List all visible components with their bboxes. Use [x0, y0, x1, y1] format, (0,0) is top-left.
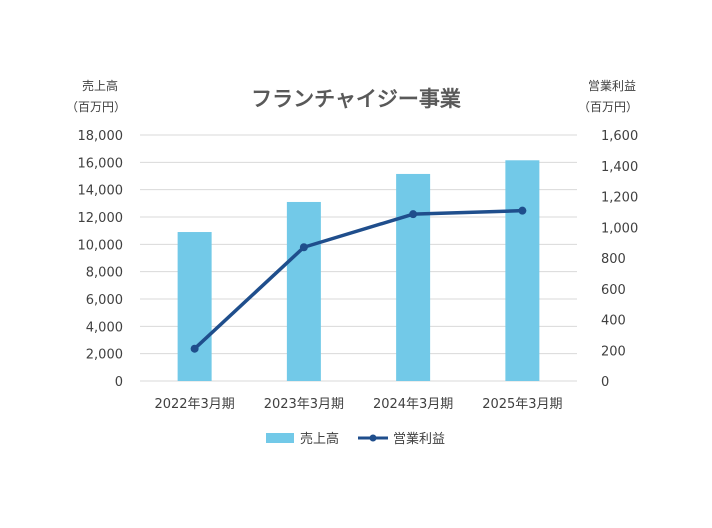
line-series	[190, 206, 527, 353]
right-axis-title-line2: （百万円）	[578, 100, 638, 114]
right-tick-label: 1,000	[601, 221, 638, 236]
line-point	[409, 210, 418, 219]
legend-swatch-marker	[369, 434, 377, 442]
bar	[286, 201, 321, 381]
bar	[396, 173, 431, 381]
right-tick-label: 600	[601, 283, 626, 298]
legend: 売上高 営業利益	[266, 431, 445, 447]
right-tick-label: 1,600	[601, 129, 638, 144]
right-tick-label: 800	[601, 252, 626, 267]
left-axis-title-line2: （百万円）	[66, 100, 126, 114]
legend-label-bar: 売上高	[300, 431, 339, 447]
left-tick-label: 10,000	[78, 238, 124, 253]
left-tick-label: 18,000	[78, 129, 124, 144]
left-axis-title-line1: 売上高	[82, 78, 118, 93]
x-tick-label: 2025年3月期	[482, 397, 562, 412]
right-tick-label: 400	[601, 314, 626, 329]
line-point	[518, 206, 527, 215]
left-tick-label: 14,000	[78, 184, 124, 199]
left-tick-label: 0	[115, 375, 123, 390]
left-tick-label: 6,000	[86, 293, 123, 308]
gridlines	[140, 134, 577, 382]
left-tick-label: 4,000	[86, 320, 123, 335]
right-tick-label: 0	[601, 375, 609, 390]
x-tick-label: 2024年3月期	[373, 397, 453, 412]
x-tick-label: 2023年3月期	[264, 397, 344, 412]
x-axis-labels: 2022年3月期 2023年3月期 2024年3月期 2025年3月期	[154, 397, 562, 412]
right-tick-label: 200	[601, 344, 626, 359]
line-point	[190, 344, 199, 353]
bar	[177, 232, 212, 381]
bar	[505, 160, 540, 381]
left-tick-label: 12,000	[78, 211, 124, 226]
bar-series	[177, 160, 540, 381]
chart-title: フランチャイジー事業	[251, 87, 462, 111]
right-tick-label: 1,400	[601, 160, 638, 175]
line-point	[299, 243, 308, 252]
legend-label-line: 営業利益	[393, 431, 445, 447]
left-tick-label: 2,000	[86, 348, 123, 363]
x-tick-label: 2022年3月期	[154, 397, 234, 412]
left-axis-ticks: 0 2,000 4,000 6,000 8,000 10,000 12,000 14,000 1…	[78, 129, 124, 390]
right-axis-ticks: 0 200 400 600 800 1,000 1,200 1,400 1,600	[601, 129, 638, 390]
left-tick-label: 16,000	[78, 156, 124, 171]
right-axis-title-line1: 営業利益	[588, 79, 636, 93]
left-tick-label: 8,000	[86, 266, 123, 281]
series-line	[192, 208, 525, 351]
right-tick-label: 1,200	[601, 191, 638, 206]
legend-swatch-bar	[266, 433, 294, 443]
